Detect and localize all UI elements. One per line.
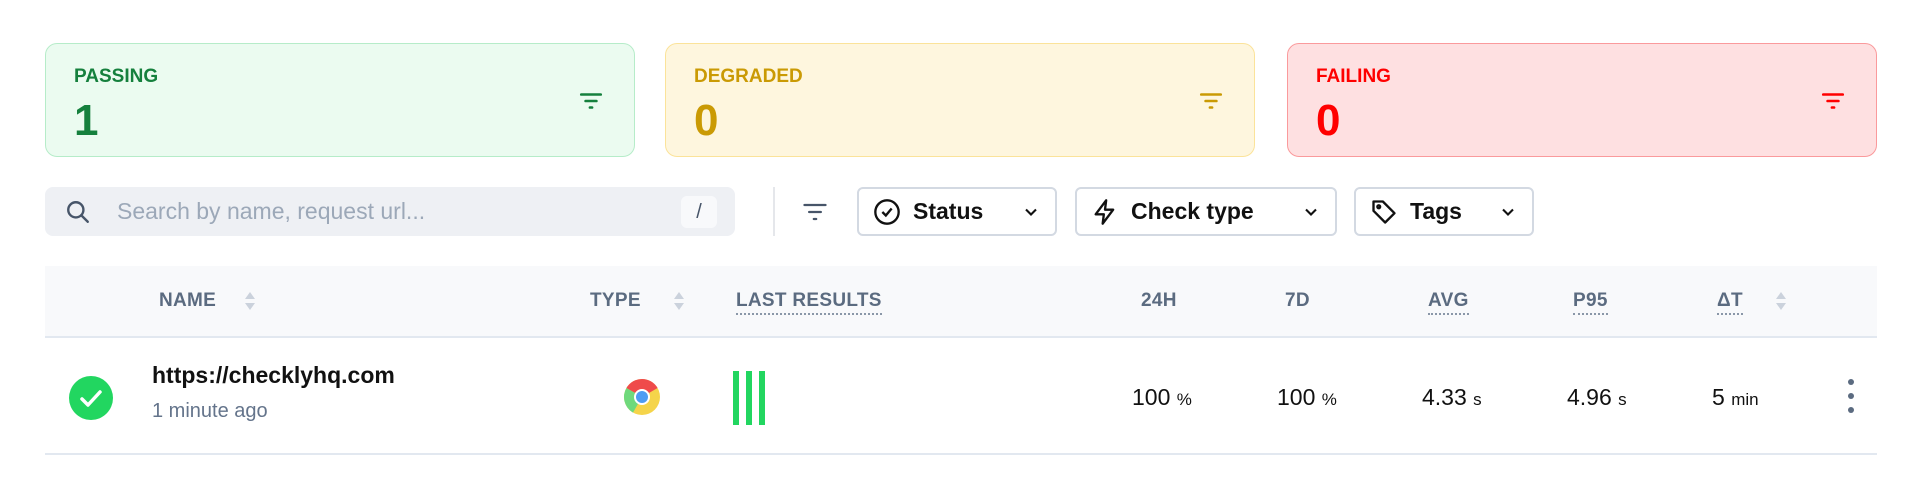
chevron-down-icon: [1025, 208, 1037, 216]
check-name[interactable]: https://checklyhq.com: [152, 362, 395, 388]
failing-card[interactable]: FAILING 0: [1287, 43, 1877, 157]
table-row[interactable]: https://checklyhq.com 1 minute ago 100 %…: [45, 338, 1877, 455]
filter-icon[interactable]: [801, 198, 829, 226]
result-bar-pass[interactable]: [746, 371, 752, 425]
filter-label: Check type: [1131, 198, 1254, 224]
p95-response: 4.96 s: [1567, 384, 1627, 410]
column-last-results: LAST RESULTS: [736, 290, 882, 315]
browser-chrome-icon: [623, 378, 660, 415]
result-bar-pass[interactable]: [733, 371, 739, 425]
filter-icon[interactable]: [578, 88, 604, 114]
search-icon: [67, 201, 89, 223]
card-count: 1: [74, 96, 99, 145]
column-7d: 7D: [1285, 290, 1310, 311]
card-count: 0: [694, 96, 719, 145]
column-name[interactable]: NAME: [159, 290, 217, 311]
table-header: NAME TYPE LAST RESULTS 24H 7D AVG P95 ΔT: [45, 266, 1877, 338]
tags-filter-button[interactable]: Tags: [1354, 187, 1534, 236]
check-type-filter-button[interactable]: Check type: [1075, 187, 1337, 236]
uptime-24h: 100 %: [1132, 384, 1192, 410]
column-24h: 24H: [1141, 290, 1177, 311]
search-input[interactable]: [117, 187, 677, 236]
more-options-icon[interactable]: [1845, 378, 1857, 414]
chevron-down-icon: [1502, 208, 1514, 216]
bolt-icon: [1094, 198, 1115, 225]
shortcut-hint: /: [681, 196, 717, 228]
column-delta-t[interactable]: ΔT: [1717, 290, 1743, 315]
check-circle-icon: [874, 198, 900, 225]
filter-icon[interactable]: [1820, 88, 1846, 114]
card-count: 0: [1316, 96, 1341, 145]
check-updated: 1 minute ago: [152, 400, 268, 422]
card-label: DEGRADED: [694, 66, 803, 87]
tag-icon: [1372, 199, 1396, 224]
filter-icon[interactable]: [1198, 88, 1224, 114]
filter-label: Status: [913, 198, 984, 224]
check-frequency: 5 min: [1712, 384, 1759, 410]
column-avg: AVG: [1428, 290, 1469, 315]
filter-label: Tags: [1410, 198, 1462, 224]
card-label: PASSING: [74, 66, 159, 87]
divider: [773, 187, 775, 236]
column-type[interactable]: TYPE: [590, 290, 641, 311]
card-label: FAILING: [1316, 66, 1391, 87]
result-bar-pass[interactable]: [759, 371, 765, 425]
sort-icon[interactable]: [243, 290, 257, 312]
degraded-card[interactable]: DEGRADED 0: [665, 43, 1255, 157]
search-bar: /: [45, 187, 735, 236]
status-filter-button[interactable]: Status: [857, 187, 1057, 236]
check-circle-icon: [69, 376, 113, 420]
sort-icon[interactable]: [672, 290, 686, 312]
uptime-7d: 100 %: [1277, 384, 1337, 410]
last-results: [733, 371, 765, 425]
sort-icon[interactable]: [1774, 290, 1788, 312]
passing-card[interactable]: PASSING 1: [45, 43, 635, 157]
avg-response: 4.33 s: [1422, 384, 1482, 410]
column-p95: P95: [1573, 290, 1608, 315]
chevron-down-icon: [1305, 208, 1317, 216]
